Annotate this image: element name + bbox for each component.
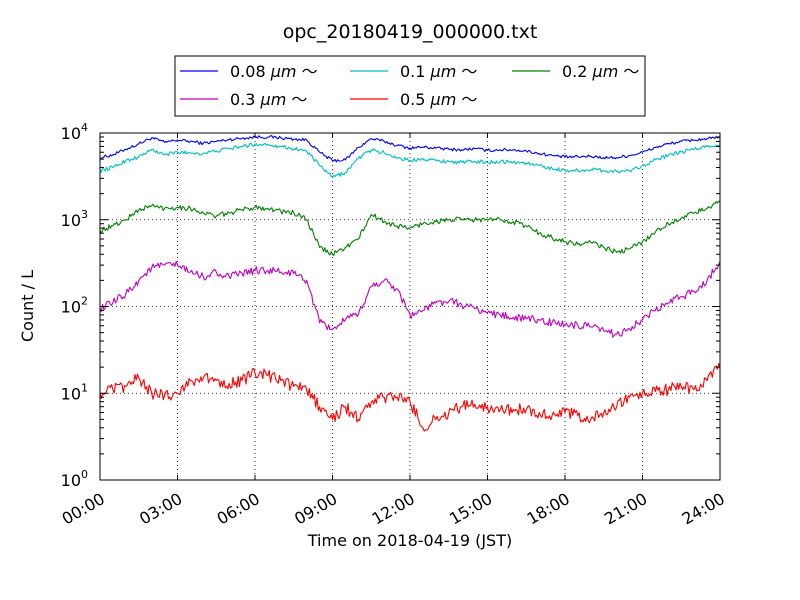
legend: 0.08 μm ～ 0.1 μm ～ 0.2 μm ～ 0.3 μm ～ 0.5 μm … <box>174 55 646 117</box>
chart-title: opc_20180419_000000.txt <box>283 21 538 43</box>
legend-frame <box>174 55 646 117</box>
y-tick-label: 104 <box>61 121 88 143</box>
legend-entry: 0.5 μm ～ <box>400 90 477 109</box>
series-line <box>99 135 721 163</box>
y-axis: 100 101 102 103 104 <box>61 121 720 490</box>
series-line <box>99 142 721 178</box>
y-tick-label: 101 <box>61 381 88 403</box>
series-line <box>99 200 721 257</box>
series-lines <box>99 135 721 432</box>
series-line <box>99 363 721 432</box>
series-line <box>99 260 721 338</box>
grid <box>100 133 720 480</box>
legend-entry: 0.08 μm ～ <box>230 62 318 81</box>
y-axis-label: Count / L <box>18 270 37 342</box>
legend-entry: 0.1 μm ～ <box>400 62 477 81</box>
legend-entry: 0.3 μm ～ <box>230 90 307 109</box>
y-tick-label: 103 <box>61 208 88 230</box>
y-tick-label: 102 <box>61 295 88 317</box>
y-tick-label: 100 <box>61 468 88 490</box>
x-axis-label: Time on 2018-04-19 (JST) <box>307 531 512 550</box>
legend-entry: 0.2 μm ～ <box>562 62 639 81</box>
